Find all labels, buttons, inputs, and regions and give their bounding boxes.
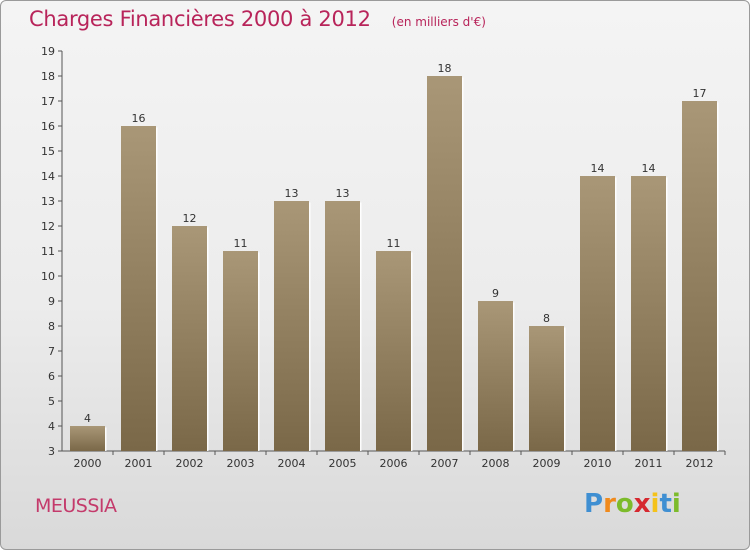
x-tick-label: 2001 — [125, 457, 153, 470]
bar — [631, 176, 666, 451]
x-tick-label: 2008 — [482, 457, 510, 470]
data-label: 13 — [285, 187, 299, 200]
proxiti-logo: Proxiti — [584, 489, 681, 519]
y-tick-label: 13 — [41, 195, 55, 208]
data-label: 16 — [132, 112, 146, 125]
x-tick-label: 2002 — [176, 457, 204, 470]
logo-letter: P — [584, 489, 604, 519]
logo-letter: x — [633, 489, 651, 519]
x-tick-label: 2000 — [74, 457, 102, 470]
bar-layer — [70, 76, 719, 451]
data-label: 9 — [492, 287, 499, 300]
x-tick-label: 2004 — [278, 457, 306, 470]
bar — [274, 201, 309, 451]
data-label: 13 — [336, 187, 350, 200]
x-tick-label: 2010 — [584, 457, 612, 470]
x-tick-label: 2011 — [635, 457, 663, 470]
bar — [580, 176, 615, 451]
data-label: 11 — [234, 237, 248, 250]
x-tick-label: 2012 — [686, 457, 714, 470]
bar — [223, 251, 258, 451]
chart-unit: (en milliers d'€) — [391, 15, 486, 29]
bar — [70, 426, 105, 451]
y-tick-label: 12 — [41, 220, 55, 233]
y-tick-label: 10 — [41, 270, 55, 283]
data-label: 17 — [693, 87, 707, 100]
y-tick-label: 17 — [41, 95, 55, 108]
logo-letter: i — [650, 489, 660, 519]
data-label: 11 — [387, 237, 401, 250]
y-tick-label: 9 — [48, 295, 55, 308]
bar — [376, 251, 411, 451]
y-tick-label: 18 — [41, 70, 55, 83]
data-label: 14 — [591, 162, 605, 175]
data-label: 4 — [84, 412, 91, 425]
y-tick-label: 4 — [48, 420, 55, 433]
y-tick-label: 3 — [48, 445, 55, 458]
y-tick-label: 5 — [48, 395, 55, 408]
y-tick-label: 6 — [48, 370, 55, 383]
x-tick-label: 2007 — [431, 457, 459, 470]
y-tick-label: 16 — [41, 120, 55, 133]
chart-title: Charges Financières 2000 à 2012 — [29, 7, 371, 31]
data-label: 14 — [642, 162, 656, 175]
municipality-name: MEUSSIA — [35, 495, 117, 517]
bar — [172, 226, 207, 451]
x-tick-label: 2009 — [533, 457, 561, 470]
bar — [427, 76, 462, 451]
bar — [682, 101, 717, 451]
x-tick-label: 2003 — [227, 457, 255, 470]
y-tick-label: 15 — [41, 145, 55, 158]
y-tick-label: 7 — [48, 345, 55, 358]
y-tick-label: 11 — [41, 245, 55, 258]
logo-letter: r — [603, 489, 616, 519]
logo-letter: i — [671, 489, 681, 519]
data-label: 18 — [438, 62, 452, 75]
logo-letter: t — [659, 489, 672, 519]
data-label: 12 — [183, 212, 197, 225]
y-tick-label: 19 — [41, 45, 55, 58]
y-tick-label: 8 — [48, 320, 55, 333]
title-row: Charges Financières 2000 à 2012 (en mill… — [29, 7, 486, 31]
bar — [121, 126, 156, 451]
x-tick-label: 2006 — [380, 457, 408, 470]
bar — [478, 301, 513, 451]
x-tick-label: 2005 — [329, 457, 357, 470]
label-layer: 4 16 12 11 13 13 11 18 9 8 14 14 17 — [84, 62, 707, 425]
y-tick-label: 14 — [41, 170, 55, 183]
logo-letter: o — [615, 489, 634, 519]
data-label: 8 — [543, 312, 550, 325]
bar — [529, 326, 564, 451]
axis-layer: 3 4 5 6 7 8 9 10 11 12 13 14 15 16 17 18 19 2000 2001 2002 2… — [41, 45, 726, 470]
bar — [325, 201, 360, 451]
